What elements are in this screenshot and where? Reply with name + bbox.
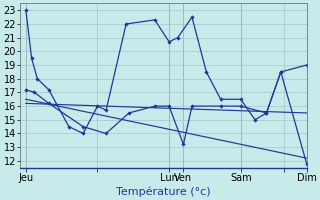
X-axis label: Température (°c): Température (°c): [116, 186, 211, 197]
